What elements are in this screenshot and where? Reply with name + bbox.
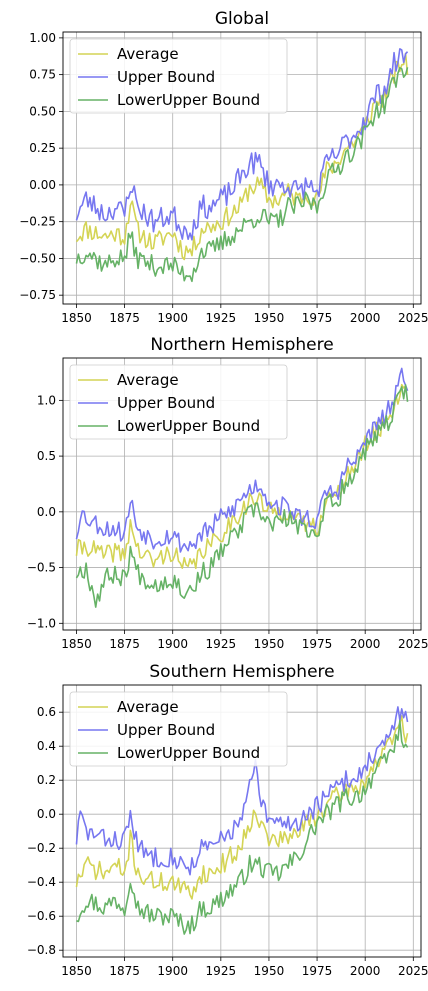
series-line-3: [75, 67, 409, 283]
plot-frame: [62, 357, 422, 631]
y-tick-label: 0.6: [37, 705, 56, 719]
legend-label: Upper Bound: [117, 394, 215, 412]
y-tick-label: 0.50: [29, 104, 56, 118]
chart-title: Southern Hemisphere: [149, 662, 334, 682]
x-tick-label: 2000: [350, 637, 381, 651]
legend-label: Average: [117, 371, 179, 389]
series-line-1: [75, 383, 409, 570]
legend-label: LowerUpper Bound: [117, 417, 260, 435]
x-tick-label: 1975: [302, 964, 333, 978]
chart-panel-3: 1850 1875 1900 1925 1950 1975 2000 2025 −0.8 −0.6…: [27, 662, 428, 978]
series-line-2: [75, 48, 409, 241]
legend-box: [69, 691, 288, 767]
y-tick-label: 0.00: [29, 178, 56, 192]
x-tick-label: 1850: [61, 964, 92, 978]
x-tick-label: 1875: [109, 637, 140, 651]
x-tick-label: 2000: [350, 964, 381, 978]
y-tick-label: −0.75: [19, 288, 56, 302]
y-tick-label: 0.0: [37, 807, 56, 821]
x-tick-label: 1850: [61, 637, 92, 651]
x-tick-label: 1950: [254, 311, 285, 325]
x-tick-label: 1900: [157, 964, 188, 978]
series-line-1: [75, 52, 409, 261]
chart-title: Northern Hemisphere: [150, 335, 333, 355]
y-tick-label: 0.5: [37, 449, 56, 463]
x-tick-label: 2025: [398, 637, 428, 651]
x-tick-label: 1900: [157, 311, 188, 325]
y-tick-label: −0.2: [27, 841, 56, 855]
x-tick-label: 1875: [109, 964, 140, 978]
legend-label: LowerUpper Bound: [117, 91, 260, 109]
y-tick-label: 1.0: [37, 393, 56, 407]
x-tick-label: 1950: [254, 637, 285, 651]
x-tick-label: 1900: [157, 637, 188, 651]
x-tick-label: 1925: [206, 637, 237, 651]
legend-label: Average: [117, 698, 179, 716]
legend-label: Average: [117, 45, 179, 63]
y-tick-label: 0.75: [29, 68, 56, 82]
chart-title: Global: [215, 9, 269, 29]
series-line-1: [75, 715, 409, 900]
series-line-2: [75, 367, 409, 553]
y-tick-label: −0.4: [27, 875, 56, 889]
y-tick-label: −0.5: [27, 561, 56, 575]
y-tick-label: 0.0: [37, 505, 56, 519]
x-tick-label: 2025: [398, 964, 428, 978]
series-line-3: [76, 719, 409, 935]
chart-panel-2: 1850 1875 1900 1925 1950 1975 2000 2025 −1.0 −0.5…: [27, 335, 428, 651]
y-tick-label: −0.50: [19, 251, 56, 265]
y-tick-label: −0.8: [27, 943, 56, 957]
legend-label: LowerUpper Bound: [117, 744, 260, 762]
y-tick-label: 0.25: [29, 141, 56, 155]
series-line-3: [75, 384, 409, 608]
plot-frame: [62, 31, 422, 305]
y-tick-label: −0.6: [27, 909, 56, 923]
y-tick-label: −0.25: [19, 215, 56, 229]
legend-label: Upper Bound: [117, 721, 215, 739]
x-tick-label: 2000: [350, 311, 381, 325]
y-tick-label: 1.00: [29, 31, 56, 45]
y-tick-label: −1.0: [27, 616, 56, 630]
x-tick-label: 1950: [254, 964, 285, 978]
x-tick-label: 1975: [302, 637, 333, 651]
y-tick-label: 0.2: [37, 773, 56, 787]
legend-box: [69, 364, 288, 440]
series-line-2: [75, 706, 409, 876]
x-tick-label: 1925: [206, 964, 237, 978]
x-tick-label: 1925: [206, 311, 237, 325]
x-tick-label: 1875: [109, 311, 140, 325]
x-tick-label: 2025: [398, 311, 428, 325]
x-tick-label: 1850: [61, 311, 92, 325]
chart-panel-1: 1850 1875 1900 1925 1950 1975 2000 2025 −0.75 −0.…: [19, 9, 428, 325]
x-tick-label: 1975: [302, 311, 333, 325]
y-tick-label: 0.4: [37, 739, 56, 753]
legend-label: Upper Bound: [117, 68, 215, 86]
legend-box: [69, 38, 288, 114]
plot-frame: [62, 684, 422, 958]
